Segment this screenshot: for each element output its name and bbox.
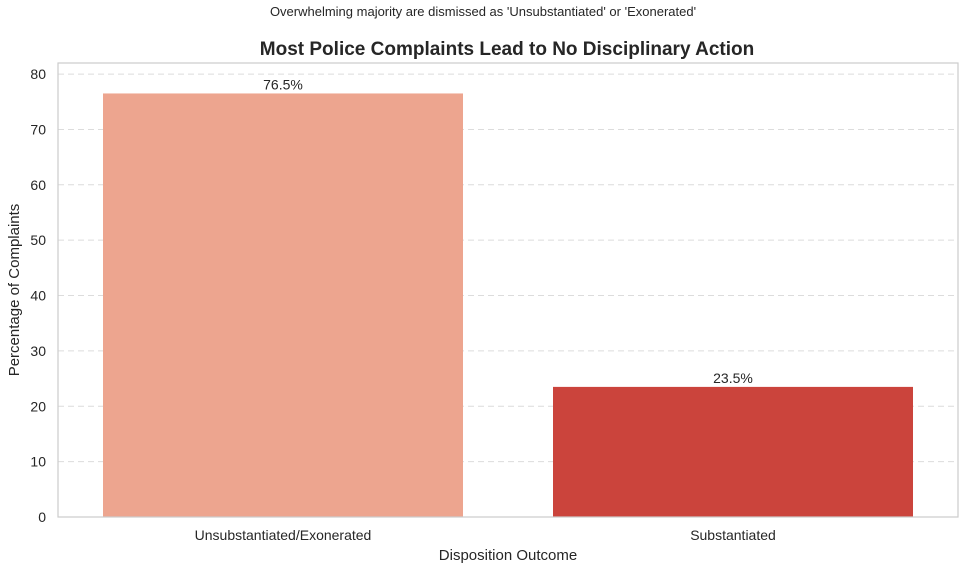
x-axis-label: Disposition Outcome <box>439 547 577 564</box>
chart-suptitle: Overwhelming majority are dismissed as '… <box>270 4 696 19</box>
y-tick-label: 10 <box>30 454 46 470</box>
bar-value-label: 76.5% <box>263 76 303 92</box>
bars <box>103 93 913 517</box>
x-tick-label: Unsubstantiated/Exonerated <box>195 527 372 543</box>
y-tick-label: 70 <box>30 121 46 137</box>
chart-title: Most Police Complaints Lead to No Discip… <box>260 39 754 60</box>
y-tick-label: 40 <box>30 288 46 304</box>
x-tick-label: Substantiated <box>690 527 776 543</box>
y-axis-label: Percentage of Complaints <box>6 204 23 377</box>
bar <box>553 386 913 517</box>
y-axis-ticks: 0 10 20 30 40 50 60 70 80 <box>30 66 46 525</box>
value-labels: 76.5% 23.5% <box>263 76 753 385</box>
bar-value-label: 23.5% <box>713 370 753 386</box>
y-tick-label: 50 <box>30 232 46 248</box>
x-axis-ticks: Unsubstantiated/Exonerated Substantiated <box>195 527 776 543</box>
bar <box>103 93 463 517</box>
y-tick-label: 20 <box>30 398 46 414</box>
y-tick-label: 0 <box>38 509 46 525</box>
y-tick-label: 30 <box>30 343 46 359</box>
plot-frame <box>57 62 959 518</box>
y-tick-label: 60 <box>30 177 46 193</box>
y-tick-label: 80 <box>30 66 46 82</box>
